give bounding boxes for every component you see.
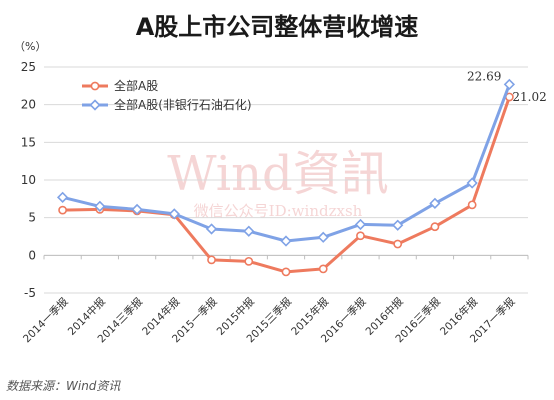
- data-point-diamond: [466, 177, 478, 189]
- data-point-circle: [318, 264, 328, 274]
- data-point-diamond: [280, 235, 292, 247]
- y-tick-label: 25: [21, 60, 36, 74]
- legend-circle-icon: [90, 81, 100, 91]
- legend-item: 全部A股(非银行石油石化): [82, 97, 252, 112]
- data-point-circle: [58, 205, 68, 215]
- data-point-circle: [207, 255, 216, 265]
- gridlines: [43, 66, 529, 294]
- data-label: 22.69: [467, 69, 501, 83]
- data-point-diamond: [317, 231, 329, 243]
- data-point-circle: [393, 239, 403, 249]
- chart-title: A股上市公司整体营收增速: [136, 13, 419, 41]
- series-1: [56, 78, 516, 247]
- data-point-diamond: [392, 219, 404, 231]
- data-point-circle: [281, 267, 291, 277]
- data-point-diamond: [354, 218, 367, 231]
- data-point-diamond: [205, 223, 218, 235]
- series-layer: [56, 78, 516, 277]
- y-tick-label: 5: [28, 211, 36, 225]
- data-point-diamond: [429, 197, 441, 209]
- watermark-main: Wind資訊: [167, 146, 389, 202]
- y-tick-label: 10: [21, 173, 36, 187]
- data-point-circle: [467, 200, 477, 210]
- data-point-diamond: [243, 225, 255, 237]
- data-point-diamond: [94, 200, 106, 212]
- y-unit-label: （%）: [14, 40, 46, 53]
- data-point-circle: [356, 231, 365, 241]
- data-label: 21.02: [512, 90, 546, 104]
- legend-diamond-icon: [89, 99, 101, 111]
- data-point-diamond: [56, 191, 69, 203]
- legend-label: 全部A股(非银行石油石化): [114, 97, 252, 112]
- x-tick-label: 2014一季报: [20, 295, 71, 346]
- y-tick-label: -5: [24, 286, 36, 300]
- legend-label: 全部A股: [114, 78, 158, 93]
- data-point-diamond: [168, 208, 180, 220]
- y-tick-label: 0: [28, 248, 36, 262]
- y-axis-ticks: -5 0 5 10 15 20 25: [21, 60, 36, 300]
- data-point-diamond: [503, 78, 516, 91]
- y-tick-label: 20: [21, 98, 36, 112]
- x-axis-ticks: 2014一季报2014中报2014三季报2014年报2015一季报2015中报2…: [20, 295, 517, 346]
- data-point-circle: [430, 222, 440, 232]
- data-point-circle: [244, 256, 254, 266]
- annotations: 22.69 21.02: [467, 69, 547, 104]
- y-tick-label: 15: [21, 135, 36, 149]
- data-point-diamond: [131, 203, 143, 216]
- legend-item: 全部A股: [82, 78, 158, 93]
- watermark-sub: 微信公众号ID:windzxsh: [194, 202, 363, 220]
- source-note: 数据来源：Wind资讯: [6, 379, 121, 393]
